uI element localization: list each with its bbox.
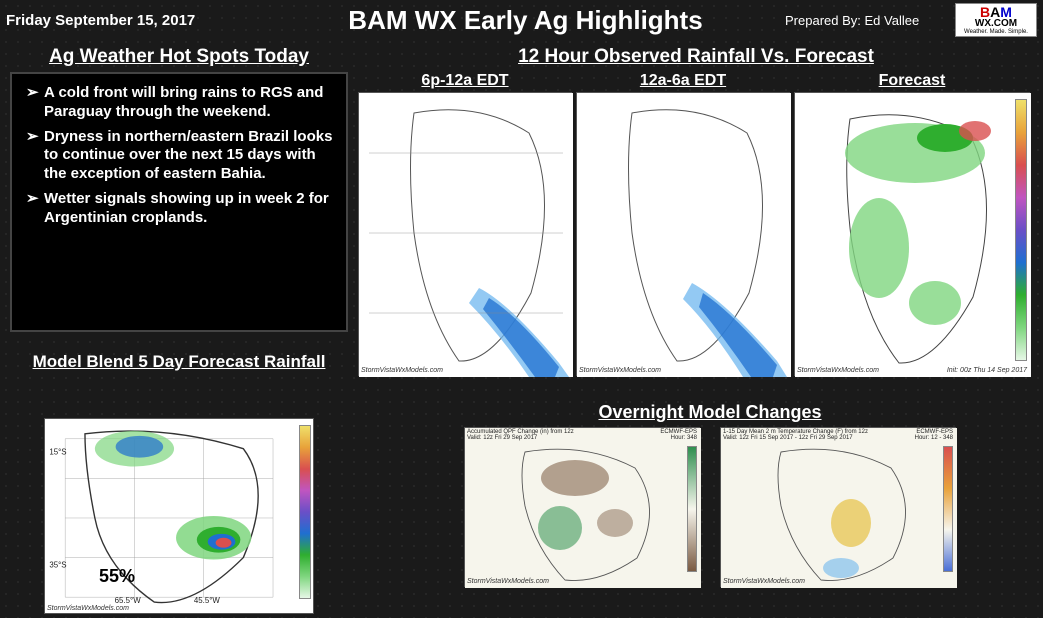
page-title: BAM WX Early Ag Highlights [266, 5, 785, 36]
legend-icon [943, 446, 953, 572]
overnight-block: Overnight Model Changes Accumulated QPF … [400, 400, 1020, 587]
prepared-by-name: Ed Vallee [865, 13, 920, 28]
obs-panel-2-label: 12a-6a EDT [576, 72, 790, 92]
logo-domain: WX.COM [975, 19, 1017, 29]
prepared-by-label: Prepared By: [785, 13, 861, 28]
bam-logo: BAM WX.COM Weather. Made. Simple. [955, 3, 1037, 37]
map-attribution: StormVistaWxModels.com [467, 578, 549, 585]
hotspots-content: A cold front will bring rains to RGS and… [10, 72, 348, 332]
hotspots-title: Ag Weather Hot Spots Today [10, 44, 348, 72]
percent-label: 55% [99, 566, 135, 587]
obs-map-1: StormVistaWxModels.com [358, 92, 572, 376]
forecast-label: Forecast [794, 72, 1030, 92]
obs-panel-2: 12a-6a EDT StormVistaWxModels.com [576, 72, 790, 376]
prepared-by: Prepared By: Ed Vallee [785, 13, 955, 28]
overnight-temp-map: 1-15 Day Mean 2 m Temperature Change (F)… [720, 427, 956, 587]
logo-tagline: Weather. Made. Simple. [964, 29, 1028, 35]
overnight-temp-header: 1-15 Day Mean 2 m Temperature Change (F)… [723, 429, 953, 441]
observed-panels-row: 6p-12a EDT StormVistaWxModels.com 12a-6a… [358, 72, 1034, 376]
map-attribution: StormVistaWxModels.com [361, 367, 443, 374]
legend-icon [1015, 99, 1027, 361]
overnight-qpf-map: Accumulated QPF Change (in) from 12z ECM… [464, 427, 700, 587]
model-blend-title: Model Blend 5 Day Forecast Rainfall [10, 352, 348, 372]
obs-panel-1-label: 6p-12a EDT [358, 72, 572, 92]
date-text: Friday September 15, 2017 [6, 12, 266, 29]
legend-icon [299, 425, 311, 599]
obs-map-2: StormVistaWxModels.com [576, 92, 790, 376]
overnight-qpf-header: Accumulated QPF Change (in) from 12z ECM… [467, 429, 697, 441]
map-icon: 65.5°W 45.5°W 15°S 35°S [45, 419, 313, 613]
model-blend-map: 65.5°W 45.5°W 15°S 35°S 55% StormVistaWx… [44, 418, 314, 614]
hotspots-panel: Ag Weather Hot Spots Today A cold front … [10, 44, 348, 332]
hotspot-bullet: Wetter signals showing up in week 2 for … [26, 190, 336, 228]
map-attribution: StormVistaWxModels.com [797, 367, 879, 374]
header-bar: Friday September 15, 2017 BAM WX Early A… [0, 0, 1043, 40]
obs-panel-1: 6p-12a EDT StormVistaWxModels.com [358, 72, 572, 376]
forecast-panel: Forecast StormVistaWxModels.com Init: 00… [794, 72, 1030, 376]
observed-title: 12 Hour Observed Rainfall Vs. Forecast [358, 44, 1034, 72]
hotspot-bullet: A cold front will bring rains to RGS and… [26, 84, 336, 122]
hotspot-bullet: Dryness in northern/eastern Brazil looks… [26, 128, 336, 184]
map-attribution: StormVistaWxModels.com [47, 605, 129, 612]
hotspots-list: A cold front will bring rains to RGS and… [22, 84, 336, 227]
legend-icon [687, 446, 697, 572]
observed-vs-forecast-block: 12 Hour Observed Rainfall Vs. Forecast 6… [358, 44, 1034, 376]
forecast-map: StormVistaWxModels.com Init: 00z Thu 14 … [794, 92, 1030, 376]
svg-text:15°S: 15°S [49, 448, 66, 457]
map-attribution: StormVistaWxModels.com [579, 367, 661, 374]
forecast-init: Init: 00z Thu 14 Sep 2017 [947, 367, 1027, 374]
overnight-title: Overnight Model Changes [400, 400, 1020, 427]
map-attribution: StormVistaWxModels.com [723, 578, 805, 585]
svg-text:35°S: 35°S [49, 560, 66, 569]
overnight-row: Accumulated QPF Change (in) from 12z ECM… [400, 427, 1020, 587]
svg-text:65.5°W: 65.5°W [115, 596, 142, 605]
svg-text:45.5°W: 45.5°W [194, 596, 221, 605]
